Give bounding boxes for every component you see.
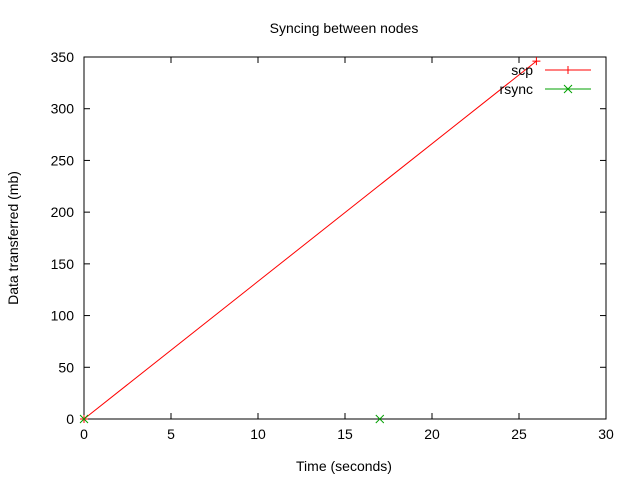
data-point-rsync (79, 414, 89, 424)
y-tick-label: 150 (51, 256, 75, 272)
y-tick-label: 250 (51, 152, 75, 168)
data-point-rsync (375, 414, 385, 424)
series-layer (79, 57, 541, 424)
y-axis-label: Data transferred (mb) (5, 171, 21, 305)
y-tick-label: 100 (51, 308, 75, 324)
legend-marker-rsync (563, 84, 573, 94)
y-tick-label: 50 (58, 359, 74, 375)
x-tick-label: 0 (80, 426, 88, 442)
x-tick-label: 10 (250, 426, 266, 442)
x-axis-label: Time (seconds) (296, 458, 392, 474)
legend: scp rsync (500, 62, 591, 97)
x-tick-label: 15 (337, 426, 353, 442)
y-tick-label: 350 (51, 49, 75, 65)
data-point-scp (532, 57, 541, 66)
x-tick-label: 25 (511, 426, 527, 442)
series-scp (80, 57, 541, 423)
series-rsync (79, 414, 385, 424)
legend-marker-scp (564, 66, 572, 74)
series-line-scp (83, 60, 537, 420)
chart-title: Syncing between nodes (270, 20, 419, 36)
x-tick-label: 30 (598, 426, 614, 442)
x-tick-label: 5 (167, 426, 175, 442)
legend-label-scp: scp (511, 62, 533, 78)
y-tick-label: 0 (66, 411, 74, 427)
plot-frame (83, 56, 607, 420)
x-tick-label: 20 (424, 426, 440, 442)
legend-label-rsync: rsync (500, 81, 533, 97)
y-tick-label: 300 (51, 101, 75, 117)
y-tick-label: 200 (51, 204, 75, 220)
